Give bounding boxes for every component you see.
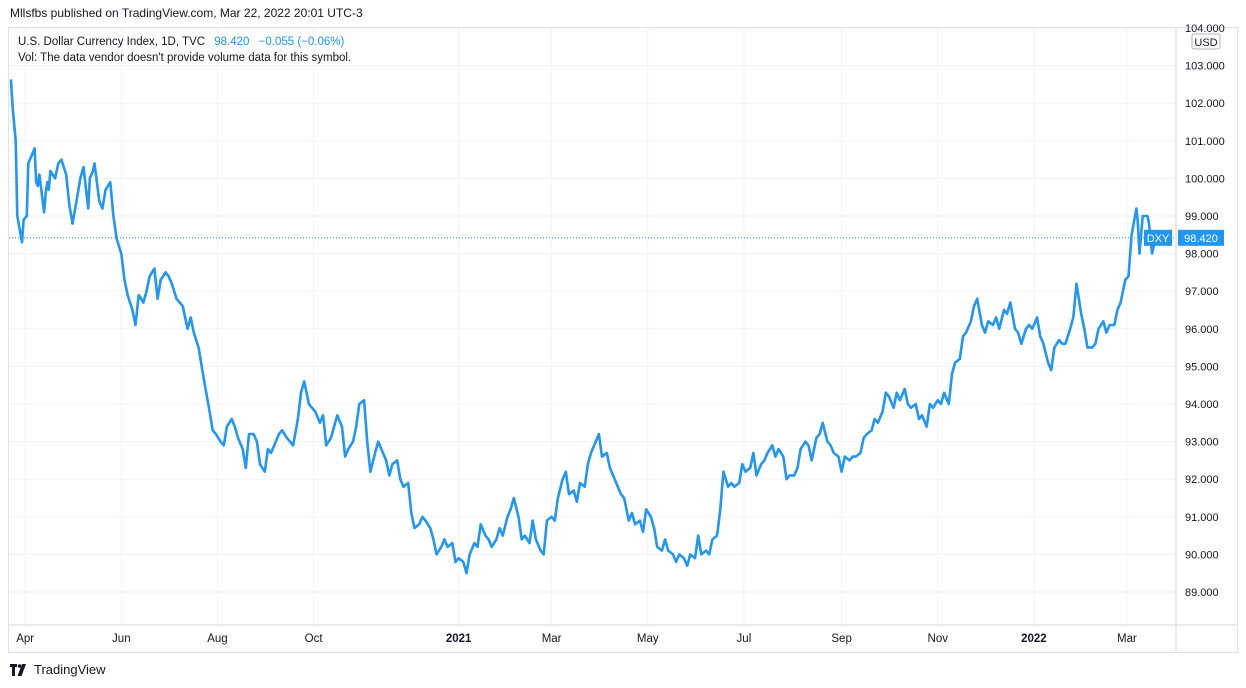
publish-info: Mllsfbs published on TradingView.com, Ma… — [10, 6, 363, 20]
x-tick-label: Mar — [542, 633, 562, 645]
brand-name: TradingView — [34, 662, 106, 677]
y-tick-label: 90.000 — [1185, 549, 1219, 561]
y-tick-label: 98.000 — [1185, 249, 1219, 261]
y-tick-label: 92.000 — [1185, 474, 1219, 486]
x-tick-label: Aug — [207, 633, 227, 645]
x-tick-label: Jul — [737, 633, 752, 645]
last-price-badge: 98.420 — [1178, 229, 1224, 246]
grid — [9, 28, 1176, 625]
currency-box — [1191, 33, 1221, 50]
currency-text: USD — [1194, 37, 1217, 49]
x-tick-label: Mar — [1117, 633, 1137, 645]
last-value: 98.420 — [214, 36, 250, 48]
series-name-badge: DXY — [1144, 229, 1172, 246]
y-tick-label: 100.000 — [1185, 173, 1225, 185]
y-tick-label: 103.000 — [1185, 61, 1225, 73]
y-tick-label: 101.000 — [1185, 136, 1225, 148]
price-line — [9, 79, 1162, 575]
y-tick-label: 99.000 — [1185, 211, 1219, 223]
chart-legend: U.S. Dollar Currency Index, 1D, TVC 98.4… — [18, 34, 351, 66]
series-name-bg — [1144, 229, 1172, 246]
x-tick-label: Apr — [16, 633, 34, 645]
x-tick-label: Oct — [305, 633, 324, 645]
last-price-label: 98.420 — [1184, 233, 1218, 245]
y-tick-label: 97.000 — [1185, 286, 1219, 298]
footer-brand[interactable]: TradingView — [10, 662, 106, 677]
y-tick-label: 102.000 — [1185, 98, 1225, 110]
symbol-title: U.S. Dollar Currency Index, 1D, TVC — [18, 36, 206, 48]
y-tick-label: 104.000 — [1185, 23, 1225, 35]
last-price-marker: DXY 98.420 — [9, 229, 1224, 246]
x-tick-label: Nov — [928, 633, 949, 645]
y-tick-label: 89.000 — [1185, 587, 1219, 599]
y-tick-label: 95.000 — [1185, 361, 1219, 373]
y-tick-label: 94.000 — [1185, 399, 1219, 411]
y-tick-label: 91.000 — [1185, 512, 1219, 524]
x-tick-label: 2022 — [1021, 633, 1047, 645]
time-axis[interactable]: Apr Jun Aug Oct 2021 Mar May Jul Sep Nov 2022 Mar — [9, 624, 1237, 645]
tradingview-logo-icon — [10, 663, 26, 676]
volume-note: Vol: The data vendor doesn't provide vol… — [18, 52, 352, 64]
last-price-bg — [1178, 229, 1224, 246]
x-tick-label: Jun — [112, 633, 131, 645]
y-tick-label: 96.000 — [1185, 324, 1219, 336]
series-name-label: DXY — [1147, 233, 1170, 245]
y-tick-label: 93.000 — [1185, 437, 1219, 449]
currency-label[interactable]: USD — [1191, 33, 1221, 50]
x-tick-label: May — [637, 633, 659, 645]
x-tick-label: Sep — [831, 633, 851, 645]
x-tick-label: 2021 — [446, 633, 472, 645]
change-value: −0.055 (−0.06%) — [258, 36, 345, 48]
price-axis[interactable]: 89.000 90.000 91.000 92.000 93.000 94.000 95.0… — [1175, 23, 1225, 653]
chart-frame — [8, 27, 1238, 653]
price-line-group — [9, 79, 1162, 575]
